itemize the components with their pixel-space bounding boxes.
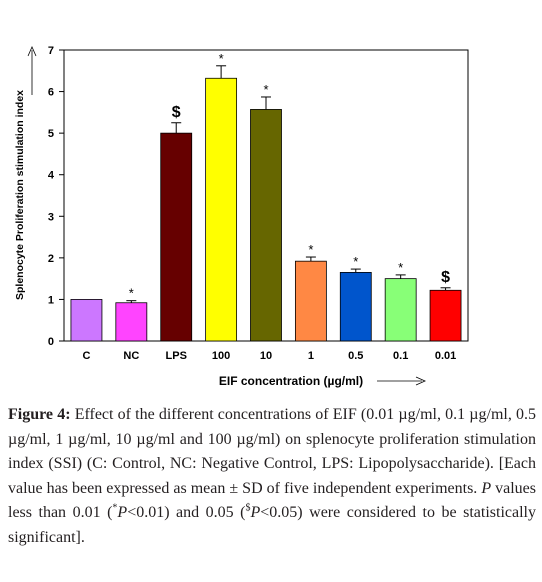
- bar: [294, 260, 327, 342]
- y-tick-label: 6: [48, 87, 54, 99]
- y-tick-label: 1: [48, 294, 54, 306]
- bar: [429, 289, 462, 342]
- y-tick-label: 3: [48, 211, 54, 223]
- significance-marker: *: [129, 286, 134, 301]
- y-tick-label: 5: [48, 128, 54, 140]
- x-tick-label: LPS: [166, 350, 187, 362]
- y-axis-label: Splenocyte Proliferation stimulation ind…: [14, 90, 26, 300]
- caption-text-1: Effect of the different concentrations o…: [8, 406, 537, 497]
- caption-text-3: <0.01) and 0.05 (: [127, 504, 246, 521]
- bar: [384, 278, 417, 342]
- x-arrow-icon: [377, 376, 426, 386]
- caption-star: *: [112, 502, 118, 514]
- significance-marker: *: [398, 260, 403, 275]
- caption-p-2: P: [117, 504, 128, 521]
- x-tick-label: NC: [123, 350, 139, 362]
- bar: [339, 272, 372, 342]
- y-arrow-icon: [27, 46, 37, 95]
- caption-p-3: P: [250, 504, 261, 521]
- figure-caption: Figure 4: Effect of the different concen…: [8, 403, 536, 550]
- x-tick-label: 1: [308, 350, 314, 362]
- bar-chart: 0 1 2 3 4 5 6 7 C * NC $ LPS * 100 * 10 * 1 * 0.5 * 0.1 $0.01 S…: [14, 45, 469, 388]
- caption-p-1: P: [481, 479, 492, 497]
- significance-marker: *: [263, 82, 268, 97]
- x-tick-label: C: [82, 350, 90, 362]
- x-axis-label: EIF concentration (µg/ml): [219, 374, 363, 388]
- significance-marker: $: [172, 104, 181, 121]
- bar: [70, 299, 103, 342]
- y-tick-label: 7: [48, 45, 54, 57]
- caption-text-2: values less than 0.01 (: [8, 479, 537, 522]
- x-tick-label: 0.5: [348, 350, 363, 362]
- significance-marker: *: [219, 51, 224, 66]
- y-tick-label: 4: [48, 170, 55, 182]
- caption-label: Figure 4:: [8, 406, 71, 423]
- caption-text-4: <0.05) were considered to be statistical…: [8, 504, 536, 546]
- x-tick-label: 100: [212, 350, 230, 362]
- y-tick-label: 0: [48, 336, 54, 348]
- bar: [115, 302, 148, 342]
- x-tick-label: 10: [260, 350, 272, 362]
- significance-marker: $: [441, 269, 450, 286]
- significance-marker: *: [308, 242, 313, 257]
- caption-dollar: $: [245, 502, 251, 514]
- bar: [160, 132, 193, 342]
- x-tick-label: 0.01: [435, 350, 456, 362]
- bar: [205, 77, 238, 342]
- x-tick-label: 0.1: [393, 350, 408, 362]
- significance-marker: *: [353, 254, 358, 269]
- y-tick-label: 2: [48, 253, 54, 265]
- bar: [250, 109, 282, 342]
